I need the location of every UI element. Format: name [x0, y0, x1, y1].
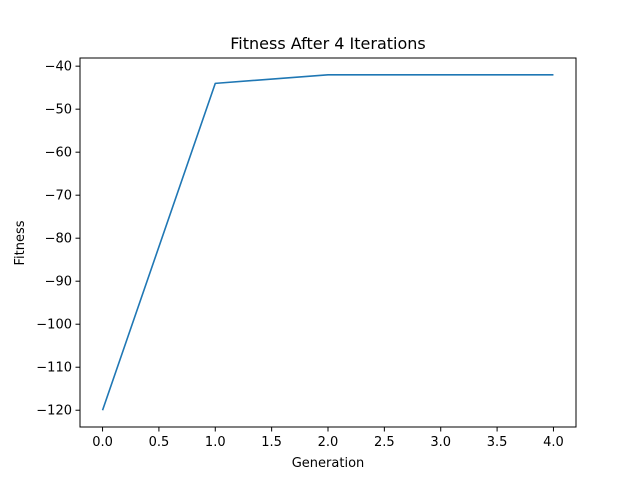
axes: 0.0 0.5 1.0 1.5 2.0 2.5 3.0 3.5 4.0 −40 −50 −60 −70 −… [36, 57, 577, 450]
x-axis-label: Generation [292, 456, 365, 471]
x-tick-label: 4.0 [543, 435, 564, 450]
x-tick-label: 3.5 [487, 435, 508, 450]
y-tick-label: −110 [36, 361, 72, 376]
x-tick-label: 2.0 [318, 435, 339, 450]
x-tick-label: 0.0 [92, 435, 113, 450]
series-line-0 [101, 73, 554, 411]
y-tick-label: −60 [45, 146, 72, 161]
y-tick-label: −70 [45, 189, 72, 204]
x-tick-label: 2.5 [374, 435, 395, 450]
x-tick-label: 0.5 [149, 435, 170, 450]
x-tick-label: 1.5 [261, 435, 282, 450]
y-tick-label: −100 [36, 318, 72, 333]
x-tick-label: 1.0 [205, 435, 226, 450]
plot-marks [101, 73, 554, 411]
plot-frame [79, 57, 577, 428]
y-tick-label: −50 [45, 103, 72, 118]
y-axis-label: Fitness [13, 220, 28, 265]
y-tick-label: −80 [45, 232, 72, 247]
y-tick-label: −120 [36, 404, 72, 419]
y-tick-label: −90 [45, 275, 72, 290]
y-tick-label: −40 [45, 60, 72, 75]
x-tick-label: 3.0 [430, 435, 451, 450]
chart-title: Fitness After 4 Iterations [230, 34, 425, 53]
